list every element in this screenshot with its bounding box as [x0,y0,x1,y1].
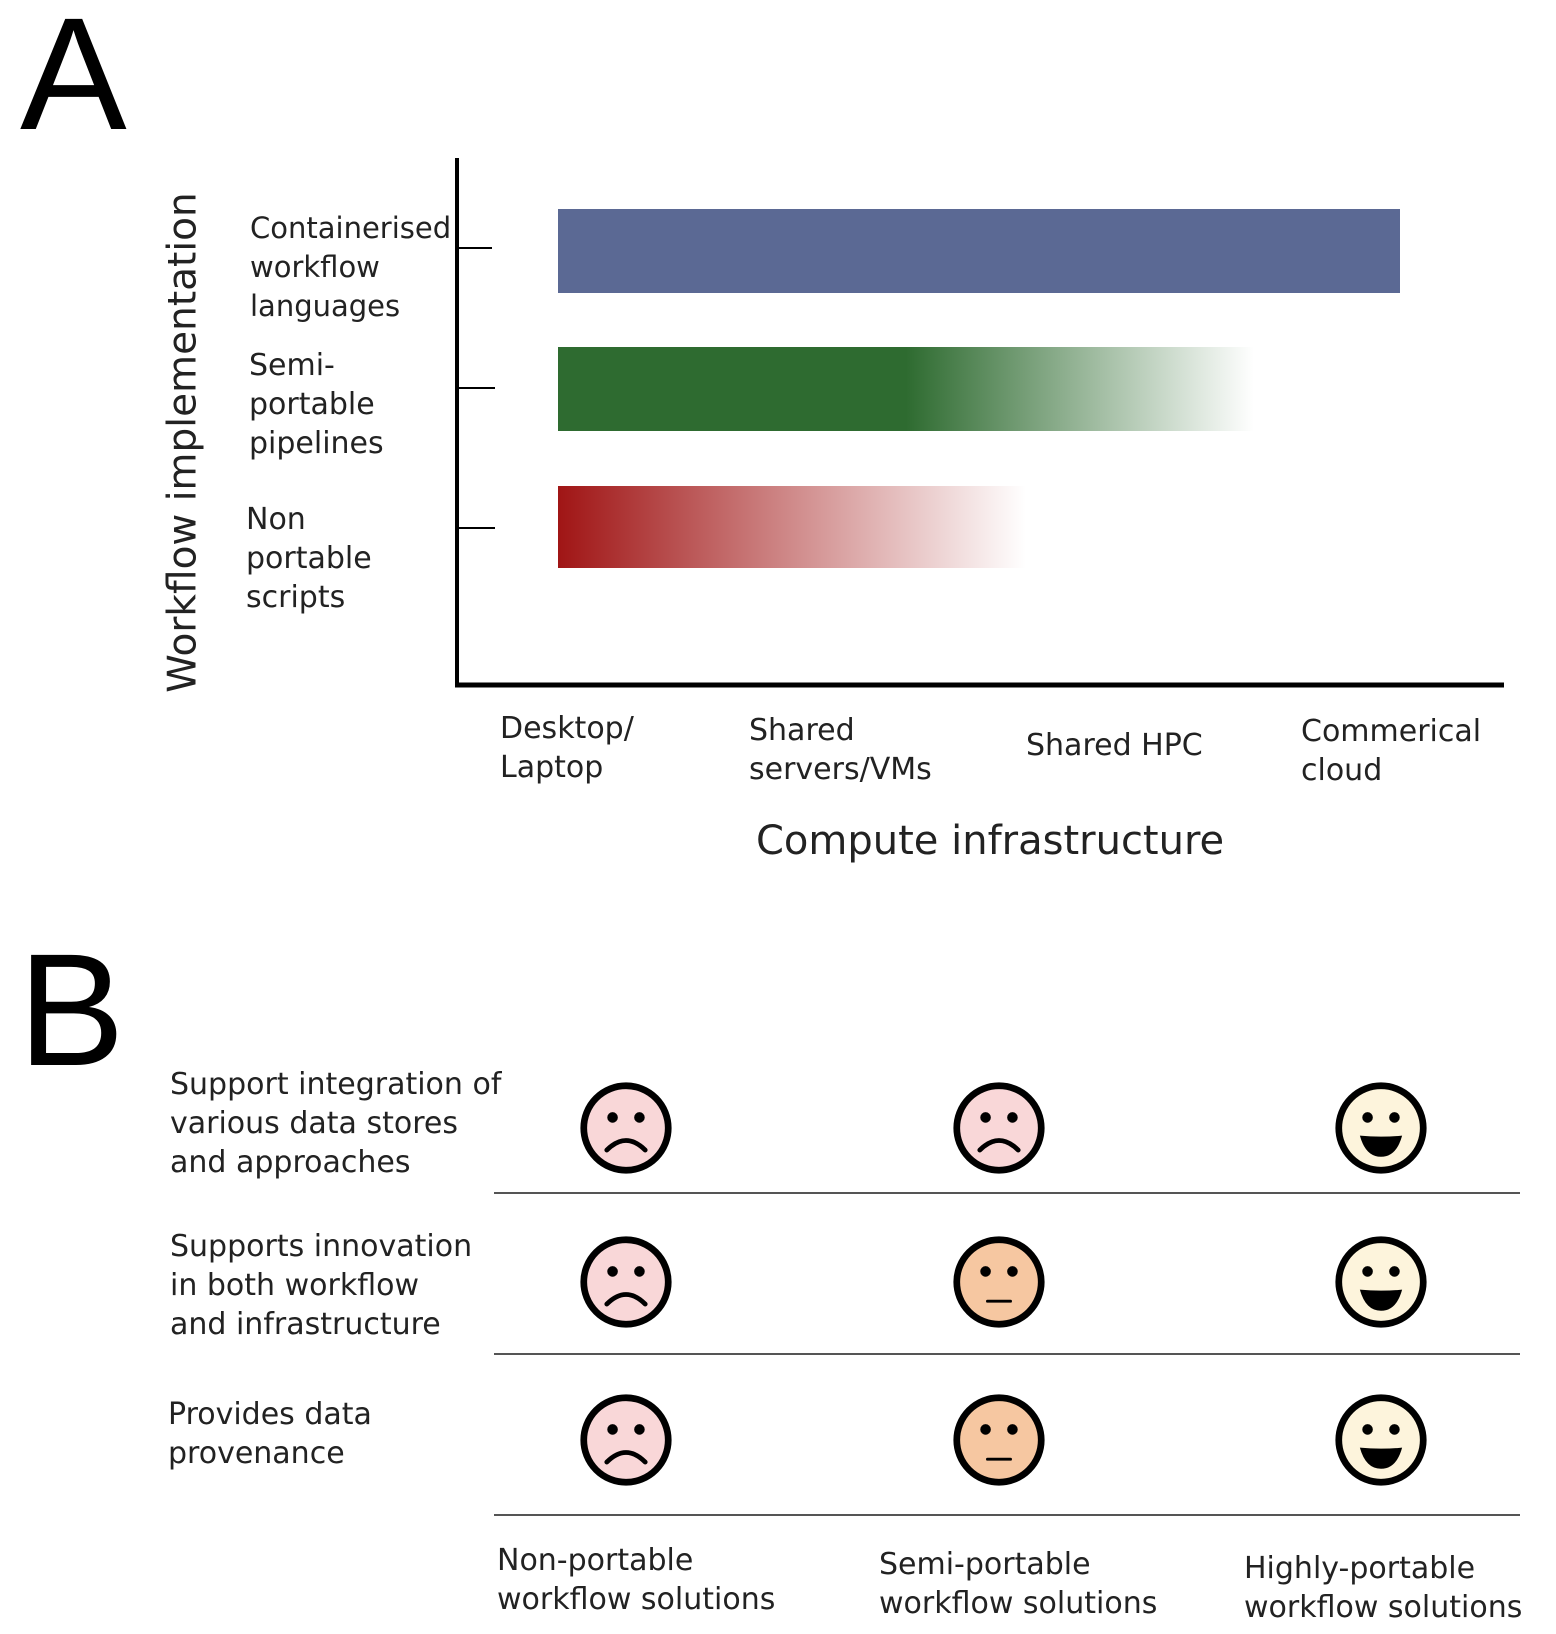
column-label-highly-portable: Highly-portable workflow solutions [1244,1551,1523,1625]
happy-face-icon [1335,1236,1427,1328]
portability-chart [455,158,1504,688]
bar-semi-portable [558,347,1254,431]
column-label-semi-portable: Semi-portable workflow solutions [879,1547,1158,1621]
happy-face-icon [1335,1082,1427,1174]
panel-a-letter: A [20,0,127,163]
happy-face-icon [1335,1394,1427,1486]
x-tick-desktop-laptop: Desktop/ Laptop [500,711,634,785]
x-axis-title: Compute infrastructure [756,818,1225,864]
neutral-face-icon [953,1394,1045,1486]
x-tick-shared-servers: Shared servers/VMs [749,713,932,787]
row-label-containerised: Containerised workflow languages [250,211,452,323]
row-label-non-portable: Non portable scripts [246,502,372,615]
sad-face-icon [953,1082,1045,1174]
criterion-data-integration: Support integration of various data stor… [170,1067,502,1180]
criterion-innovation: Supports innovation in both workflow and… [170,1229,473,1342]
criterion-data-provenance: Provides data provenance [168,1397,372,1471]
row-divider [494,1353,1520,1355]
x-tick-commercial-cloud: Commerical cloud [1301,714,1482,788]
panel-b-letter: B [18,920,125,1099]
sad-face-icon [580,1394,672,1486]
row-label-semi-portable: Semi- portable pipelines [249,348,384,461]
x-tick-shared-hpc: Shared HPC [1026,728,1203,763]
row-divider [494,1514,1520,1516]
column-label-non-portable: Non-portable workflow solutions [497,1543,776,1617]
neutral-face-icon [953,1236,1045,1328]
row-divider [494,1192,1520,1194]
sad-face-icon [580,1236,672,1328]
bar-containerised [558,209,1400,293]
bar-non-portable [558,486,1026,568]
sad-face-icon [580,1082,672,1174]
